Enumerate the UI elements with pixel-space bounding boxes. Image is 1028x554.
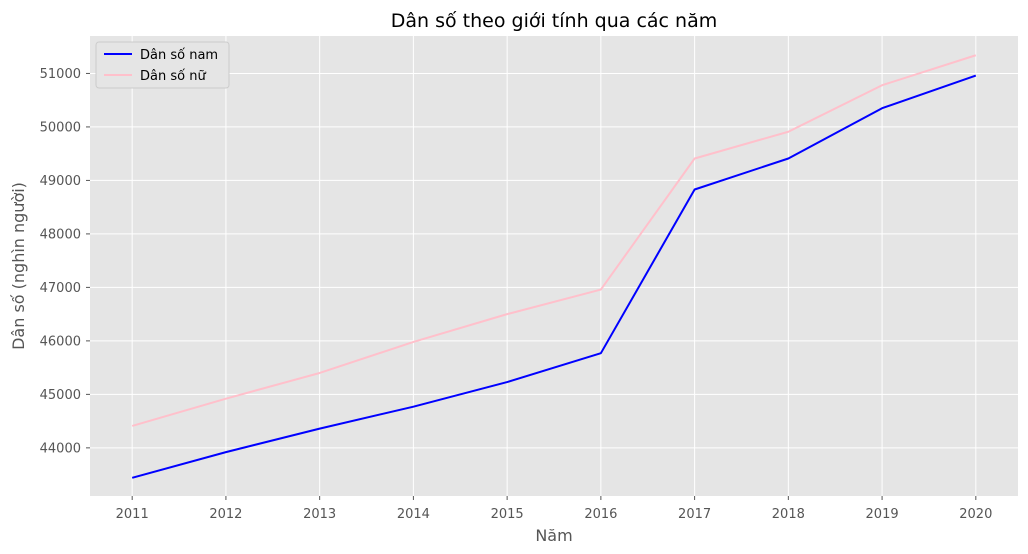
plot-area: [90, 36, 1018, 496]
y-tick-label: 51000: [40, 67, 81, 82]
x-tick-label: 2012: [209, 507, 242, 522]
x-tick-label: 2015: [491, 507, 524, 522]
x-axis-title: Năm: [535, 526, 572, 545]
x-tick-label: 2017: [678, 507, 711, 522]
series-lines: [131, 54, 977, 479]
y-tick-label: 44000: [40, 441, 81, 456]
series-line-female: [131, 54, 977, 427]
legend-label-female: Dân số nữ: [140, 69, 206, 84]
y-axis-ticks: 44000 45000 46000 47000 48000 49000 50000 51000: [40, 67, 90, 456]
legend: Dân số nam Dân số nữ: [95, 41, 230, 89]
x-tick-label: 2020: [959, 507, 992, 522]
y-tick-label: 46000: [40, 334, 81, 349]
x-tick-label: 2013: [303, 507, 336, 522]
grid-lines: [90, 36, 1018, 496]
x-tick-label: 2014: [397, 507, 430, 522]
x-tick-label: 2018: [772, 507, 805, 522]
x-tick-label: 2019: [866, 507, 899, 522]
y-tick-label: 47000: [40, 281, 81, 296]
y-tick-label: 50000: [40, 120, 81, 135]
x-tick-label: 2011: [116, 507, 149, 522]
y-axis-title: Dân số (nghìn người): [9, 182, 28, 350]
y-tick-label: 48000: [40, 227, 81, 242]
series-line-male: [131, 74, 977, 479]
y-tick-label: 49000: [40, 174, 81, 189]
chart-title: Dân số theo giới tính qua các năm: [391, 10, 717, 32]
y-tick-label: 45000: [40, 388, 81, 403]
x-axis-ticks: 2011 2012 2013 2014 2015 2016 2017 2018 2019 2020: [116, 496, 992, 522]
legend-label-male: Dân số nam: [140, 48, 218, 63]
x-tick-label: 2016: [584, 507, 617, 522]
